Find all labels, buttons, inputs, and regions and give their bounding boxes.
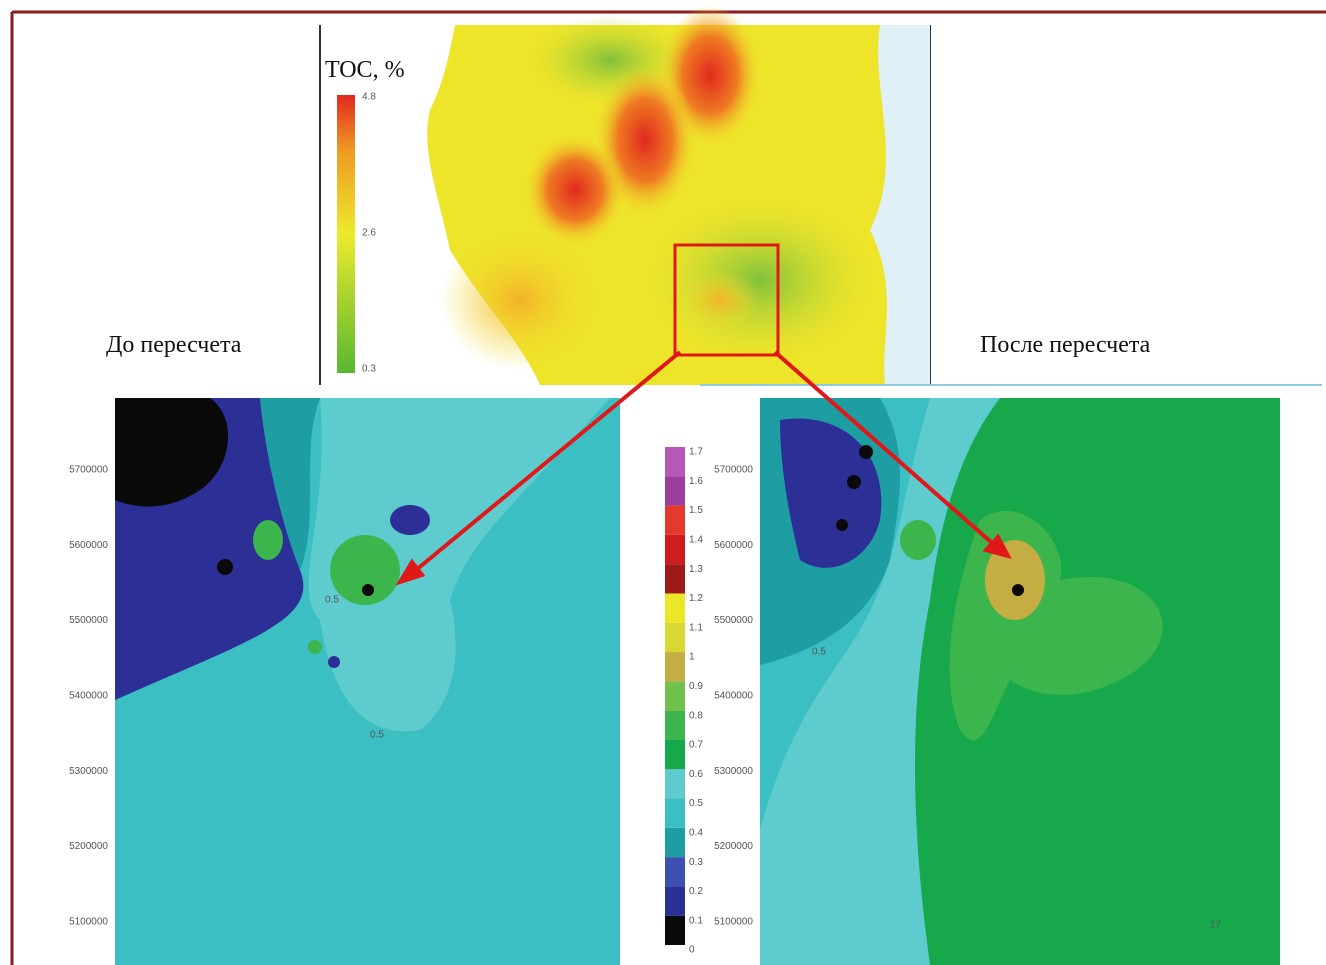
color-scale-label: 0.3 [689,857,703,868]
y-tick-label: 5600000 [69,540,108,551]
color-scale-label: 1.3 [689,564,703,575]
color-scale-label: 0.6 [689,769,703,780]
color-scale-swatch [665,886,685,915]
contour-label: 0.5 [812,647,826,658]
y-tick-label: 5100000 [714,916,753,927]
map-panel-after [760,398,1280,965]
color-scale-label: 1.7 [689,447,703,458]
color-scale-label: 0.2 [689,886,703,897]
figure: TOC, % До пересчета После пересчета 17 4… [0,0,1326,965]
legend-tick-label: 4.8 [362,92,376,103]
color-scale-swatch [665,740,685,769]
legend-title: TOC, % [325,57,405,83]
color-scale-swatch [665,711,685,740]
color-scale-swatch [665,857,685,886]
color-scale-label: 1.6 [689,476,703,487]
color-scale-label: 0.5 [689,798,703,809]
map-panel-before [115,398,620,965]
y-tick-label: 5400000 [714,691,753,702]
page-number: 17 [1210,920,1222,931]
y-tick-label: 5300000 [69,766,108,777]
color-scale-swatch [665,447,685,476]
overview-map [320,5,930,385]
color-scale-swatch [665,506,685,535]
color-scale-swatch [665,916,685,945]
contour-label: 0.5 [370,730,384,741]
y-tick-label: 5500000 [714,615,753,626]
y-tick-label: 5700000 [714,465,753,476]
y-tick-label: 5600000 [714,540,753,551]
color-scale-label: 1 [689,652,695,663]
color-scale-label: 0.1 [689,915,703,926]
color-scale-swatch [665,828,685,857]
color-scale-label: 1.4 [689,535,703,546]
color-scale-label: 1.1 [689,622,703,633]
color-scale-swatch [665,476,685,505]
panel-title: После пересчета [980,332,1151,358]
color-scale-swatch [665,535,685,564]
y-tick-label: 5300000 [714,766,753,777]
legend-tick-label: 0.3 [362,364,376,375]
legend-tick-label: 2.6 [362,228,376,239]
color-scale-label: 0.8 [689,710,703,721]
panel-title: До пересчета [106,332,242,358]
y-tick-label: 5200000 [69,841,108,852]
color-scale-label: 0.7 [689,740,703,751]
color-scale-label: 1.2 [689,593,703,604]
color-scale-label: 0 [689,945,695,956]
color-scale-swatch [665,652,685,681]
y-tick-label: 5700000 [69,465,108,476]
y-tick-label: 5100000 [69,916,108,927]
color-scale-label: 1.5 [689,505,703,516]
contour-label: 0.5 [325,595,339,606]
color-scale-label: 0.9 [689,681,703,692]
color-scale-swatch [665,681,685,710]
color-scale-swatch [665,799,685,828]
color-scale-swatch [665,623,685,652]
y-tick-label: 5500000 [69,615,108,626]
color-scale-swatch [665,769,685,798]
y-tick-label: 5400000 [69,691,108,702]
color-scale-swatch [665,564,685,593]
color-scale-label: 0.4 [689,827,703,838]
color-scale-swatch [665,593,685,622]
y-tick-label: 5200000 [714,841,753,852]
